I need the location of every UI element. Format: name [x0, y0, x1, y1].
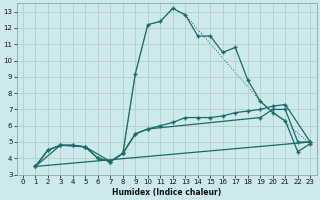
X-axis label: Humidex (Indice chaleur): Humidex (Indice chaleur): [112, 188, 221, 197]
